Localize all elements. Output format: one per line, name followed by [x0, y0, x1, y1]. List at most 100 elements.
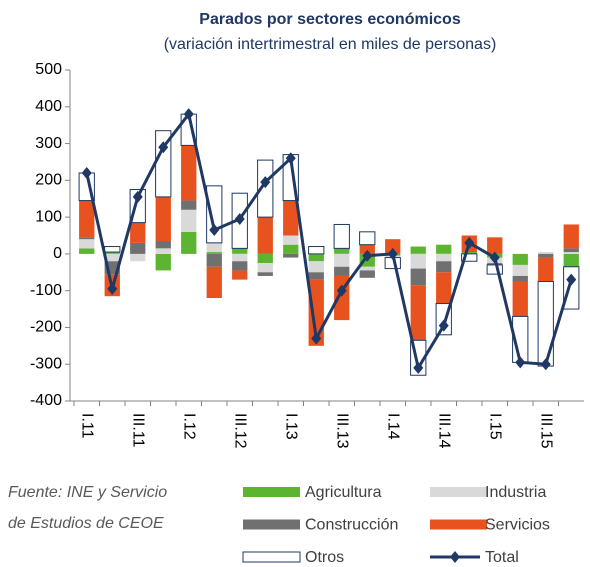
legend-swatch — [243, 487, 300, 497]
bar-segment — [563, 252, 579, 254]
bar-segment — [79, 237, 95, 240]
legend-swatch — [430, 487, 487, 497]
bar-segment — [104, 252, 120, 254]
bar-segment — [385, 239, 401, 254]
y-tick-label: 500 — [35, 61, 62, 78]
bar-segment — [155, 248, 171, 254]
bar-segment — [486, 264, 503, 275]
bar-segment — [232, 253, 248, 262]
legend-swatch — [430, 519, 487, 530]
bar-segment — [181, 200, 197, 210]
x-tick-label: III.13 — [334, 413, 351, 449]
total-marker — [362, 249, 373, 262]
total-marker — [515, 356, 526, 369]
bar-segment — [232, 261, 248, 271]
total-marker — [158, 141, 169, 154]
source: Fuente: INE y Servicio — [8, 484, 167, 501]
bar-segment — [283, 244, 299, 254]
y-tick-label: 400 — [35, 98, 62, 115]
x-tick-label: III.14 — [436, 413, 453, 449]
legend-label: Agricultura — [305, 484, 382, 501]
total-marker — [413, 361, 424, 374]
bar-segment — [563, 248, 579, 253]
total-marker — [234, 212, 245, 225]
bar-segment — [563, 253, 579, 267]
bar-segment — [257, 217, 273, 254]
legend-swatch — [243, 519, 300, 530]
bar-segment — [334, 253, 350, 267]
bar-segment — [130, 222, 146, 243]
total-marker — [285, 152, 296, 165]
bar-segment — [359, 266, 375, 271]
bar-segment — [257, 263, 273, 273]
legend-label: Industria — [485, 484, 546, 501]
bar-segment — [537, 280, 554, 367]
bar-segment — [563, 224, 579, 249]
legend-label: Construcción — [305, 517, 398, 534]
x-tick-label: I.11 — [79, 413, 96, 439]
bar-segment — [410, 246, 426, 254]
total-marker — [132, 190, 143, 203]
bar-segment — [130, 253, 146, 262]
bar-segment — [333, 223, 350, 249]
bar-segment — [538, 257, 554, 282]
bar-segment — [334, 248, 350, 254]
y-tick-label: 100 — [35, 208, 62, 225]
bar-segment — [181, 145, 197, 201]
bar-segment — [410, 285, 426, 341]
legend-label: Otros — [305, 549, 344, 566]
bar-segment — [436, 244, 452, 254]
bar-segment — [257, 159, 274, 218]
x-tick-label: I.12 — [181, 413, 198, 440]
legend-label: Total — [485, 549, 519, 566]
x-tick-label: I.14 — [385, 413, 402, 440]
chart-title: Parados por sectores económicos — [199, 11, 461, 28]
bar-segment — [308, 246, 325, 255]
bar-segment — [283, 253, 299, 258]
bar-segment — [283, 200, 299, 236]
bar-segment — [308, 272, 324, 280]
bar-segment — [512, 275, 528, 282]
total-marker — [107, 282, 118, 295]
y-tick-label: -200 — [30, 319, 62, 336]
total-marker — [260, 176, 271, 189]
bar-segment — [257, 253, 273, 264]
x-tick-label: I.15 — [487, 413, 504, 440]
bar-segment — [359, 231, 376, 246]
bar-segment — [206, 266, 222, 299]
bar-segment — [206, 252, 222, 254]
bar-segment — [104, 253, 120, 262]
bar-segment — [308, 253, 324, 262]
total-line — [85, 110, 573, 372]
bar-segment — [538, 253, 554, 258]
y-tick-label: 200 — [35, 172, 62, 189]
bar-segment — [461, 252, 477, 254]
bar-segment — [512, 281, 528, 317]
bar-segment — [155, 253, 171, 271]
bar-segment — [512, 253, 528, 265]
bar-segment — [104, 246, 121, 253]
bar-segment — [155, 196, 171, 242]
bar-segment — [436, 272, 452, 304]
bar-segment — [308, 261, 324, 273]
y-tick-label: -300 — [30, 355, 62, 372]
source: de Estudios de CEOE — [8, 515, 164, 532]
total-marker — [387, 247, 398, 260]
y-tick-label: 0 — [53, 245, 62, 262]
bar-segment — [232, 248, 248, 254]
total-marker — [540, 358, 551, 371]
bar-segment — [538, 252, 554, 254]
chart-subtitle: (variación intertrimestral en miles de p… — [164, 36, 497, 53]
bar-segment — [359, 270, 375, 278]
bar-segment — [181, 231, 197, 254]
bar-segment — [283, 235, 299, 245]
total-marker — [336, 284, 347, 297]
legend-swatch — [242, 551, 301, 563]
bar-segment — [206, 242, 222, 253]
total-marker — [464, 236, 475, 249]
x-tick-label: III.11 — [130, 413, 147, 447]
bar-segment — [79, 200, 95, 238]
bar-segment — [155, 241, 171, 249]
bar-segment — [130, 242, 146, 254]
